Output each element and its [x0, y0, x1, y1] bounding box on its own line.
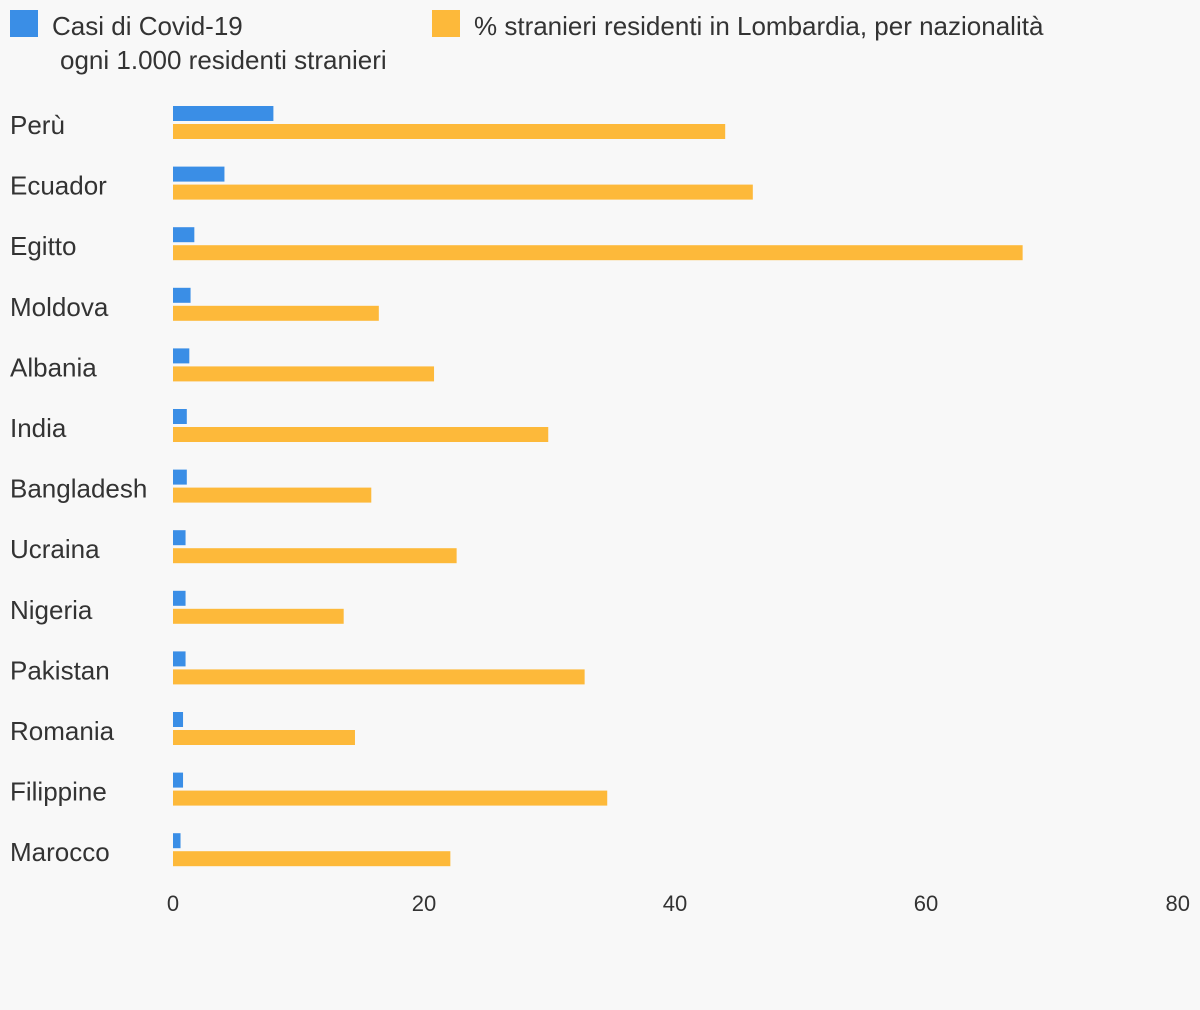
legend-label-covid-cases-line1: Casi di Covid-19 — [52, 11, 243, 41]
bar-foreign-residents-moldova — [173, 305, 379, 321]
bar-covid-cases-moldova — [173, 287, 191, 303]
bar-foreign-residents-egitto — [173, 245, 1023, 261]
bar-covid-cases-nigeria — [173, 590, 186, 606]
legend-swatch-foreign-residents — [432, 10, 460, 37]
legend-swatch-covid-cases — [10, 10, 38, 37]
category-label-romania: Romania — [10, 716, 115, 746]
bar-covid-cases-india — [173, 409, 187, 424]
bar-foreign-residents-ucraina — [173, 548, 457, 564]
x-tick-label-20: 20 — [412, 891, 436, 916]
bar-covid-cases-bangladesh — [173, 469, 187, 485]
bar-foreign-residents-romania — [173, 730, 355, 745]
category-label-nigeria: Nigeria — [10, 595, 93, 625]
category-label-peru: Perù — [10, 110, 65, 140]
x-axis-ticks: 0 20 40 60 80 — [167, 891, 1190, 916]
bar-foreign-residents-marocco — [173, 851, 451, 867]
bar-foreign-residents-albania — [173, 366, 435, 382]
bar-covid-cases-pakistan — [173, 651, 186, 667]
bar-covid-cases-ecuador — [173, 166, 225, 182]
category-label-moldova: Moldova — [10, 292, 109, 322]
bar-covid-cases-romania — [173, 712, 184, 727]
bar-foreign-residents-filippine — [173, 790, 608, 806]
bar-foreign-residents-bangladesh — [173, 487, 372, 503]
category-label-india: India — [10, 413, 67, 443]
bar-foreign-residents-pakistan — [173, 669, 585, 685]
x-tick-label-0: 0 — [167, 891, 179, 916]
bars-layer — [173, 106, 1023, 867]
x-tick-label-60: 60 — [914, 891, 938, 916]
bar-foreign-residents-india — [173, 427, 549, 442]
bar-covid-cases-egitto — [173, 227, 195, 243]
legend-label-covid-cases-line2: ogni 1.000 residenti stranieri — [60, 45, 387, 75]
category-label-ecuador: Ecuador — [10, 171, 107, 201]
bar-covid-cases-peru — [173, 106, 274, 121]
legend-label-foreign-residents: % stranieri residenti in Lombardia, per … — [474, 11, 1044, 41]
category-label-egitto: Egitto — [10, 231, 77, 261]
category-label-marocco: Marocco — [10, 837, 110, 867]
category-label-pakistan: Pakistan — [10, 655, 110, 685]
category-label-albania: Albania — [10, 352, 97, 382]
category-label-filippine: Filippine — [10, 777, 107, 807]
bar-covid-cases-filippine — [173, 772, 184, 788]
bar-covid-cases-albania — [173, 348, 190, 364]
bar-covid-cases-ucraina — [173, 530, 186, 546]
x-tick-label-80: 80 — [1166, 891, 1190, 916]
category-labels: Perù Ecuador Egitto Moldova Albania India Bang… — [10, 110, 147, 867]
category-label-bangladesh: Bangladesh — [10, 474, 147, 504]
bar-covid-cases-marocco — [173, 833, 181, 849]
bar-foreign-residents-nigeria — [173, 608, 344, 624]
category-label-ucraina: Ucraina — [10, 534, 100, 564]
bar-foreign-residents-ecuador — [173, 184, 753, 200]
bar-foreign-residents-peru — [173, 124, 726, 139]
x-tick-label-40: 40 — [663, 891, 687, 916]
